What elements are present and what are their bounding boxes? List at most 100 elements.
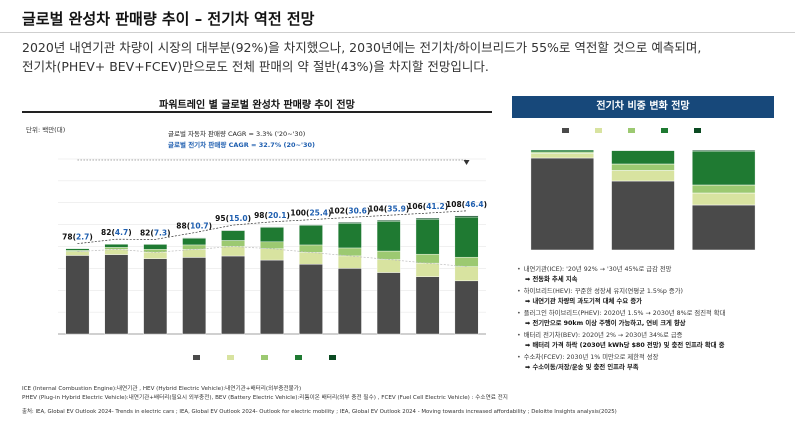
paren-open: ( [265, 211, 268, 220]
share-segment-bev [691, 150, 756, 186]
bullet-dot-icon: • [517, 332, 521, 339]
bar-segment-ice [65, 255, 90, 335]
ev-total-value: 41.2 [426, 202, 445, 211]
bar-segment-hev [299, 252, 323, 265]
ev-total-value: 10.7 [190, 222, 209, 231]
bullet-main: 배터리 전기차(BEV): 2020년 2% → 2030년 34%로 급증 [523, 332, 683, 339]
bar-segment-hev [415, 262, 440, 277]
bullet-main: 수소차(FCEV): 2030년 1% 미만으로 제한적 성장 [523, 354, 659, 361]
bar-segment-hev [376, 259, 401, 273]
left-panel-divider [22, 111, 492, 113]
total-value: 88 [176, 222, 186, 231]
bullet-text: • 수소차(FCEV): 2030년 1% 미만으로 제한적 성장 [517, 353, 782, 363]
paren-open: ( [111, 228, 114, 237]
paren-open: ( [150, 228, 153, 237]
bullet-takeaway: ➡ 배터리 가격 하락 (2030년 kWh당 $80 전망) 및 충전 인프라… [525, 342, 725, 349]
bar-segment-ice [143, 258, 168, 335]
bar-segment-phev [260, 241, 284, 249]
ev-share-chart [530, 128, 756, 251]
share-segment-phev [691, 184, 756, 194]
total-label: 102(30.6) [329, 206, 370, 215]
bar-segment-bev [143, 244, 168, 250]
bullet-text: • 배터리 전기차(BEV): 2020년 2% → 2030년 34%로 급증 [517, 331, 782, 341]
bullet-item: • 플러그인 하이브리드(PHEV): 2020년 1.5% → 2030년 8%… [517, 309, 782, 329]
footnote-line-1: ICE (Internal Combustion Engine):내연기관 , … [22, 386, 302, 392]
total-value: 82 [101, 228, 111, 237]
bar-segment-hev [221, 246, 245, 257]
bar-segment-fcev [337, 222, 362, 224]
total-value: 102 [329, 206, 345, 215]
title-divider [0, 32, 795, 33]
total-label: 106(41.2) [407, 202, 448, 211]
bullet-text: • 플러그인 하이브리드(PHEV): 2020년 1.5% → 2030년 8%… [517, 309, 782, 319]
ev-trend-line [77, 246, 467, 267]
ev-total-value: 2.7 [76, 233, 89, 242]
total-label: 104(35.9) [368, 204, 409, 213]
bar-segment-hev [337, 255, 362, 269]
bullet-dot-icon: • [517, 310, 521, 317]
bar-segment-phev [415, 253, 440, 264]
total-label: 98(20.1) [254, 211, 290, 220]
total-value: 106 [407, 202, 423, 211]
legend-swatch-phev [628, 128, 635, 133]
ev-total-value: 4.7 [115, 228, 128, 237]
bar-segment-hev [260, 248, 284, 261]
bar-segment-bev [221, 230, 245, 241]
bar-segment-bev [415, 218, 440, 255]
paren-open: ( [384, 204, 387, 213]
unit-label: 단위: 백만(대) [26, 125, 65, 134]
paren-close: ) [328, 209, 331, 218]
total-label: 95(15.0) [215, 214, 251, 223]
paren-open: ( [462, 200, 465, 209]
legend-swatch-bev [295, 355, 302, 360]
paren-close: ) [406, 204, 409, 213]
bar-segment-phev [337, 247, 362, 257]
paren-open: ( [187, 222, 190, 231]
arrow-down-icon [463, 160, 470, 165]
total-label: 82(4.7) [101, 228, 132, 237]
legend-swatch-phev [261, 355, 268, 360]
bullet-dot-icon: • [517, 354, 521, 361]
lead-text: 2020년 내연기관 차량이 시장의 대부분(92%)을 차지했으나, 2030… [22, 38, 792, 76]
legend-swatch-ice [562, 128, 569, 133]
bullet-takeaway: ➡ 수소이동/저장/운송 및 충전 인프라 부족 [525, 364, 639, 371]
total-value: 98 [254, 211, 264, 220]
legend-swatch-fcev [329, 355, 336, 360]
bar-segment-hev [143, 252, 168, 259]
right-panel-title: 전기차 비중 변화 전망 [512, 96, 774, 118]
share-segment-ice [611, 180, 675, 251]
bar-segment-bev [299, 225, 323, 246]
bar-segment-bev [454, 216, 479, 258]
paren-close: ) [484, 200, 487, 209]
bar-segment-ice [299, 264, 323, 335]
legend-swatch-fcev [694, 128, 701, 133]
page-title: 글로벌 완성차 판매량 추이 – 전기차 역전 전망 [22, 10, 315, 28]
bar-segment-ice [221, 255, 245, 335]
footnote-line-2: PHEV (Plug-in Hybrid Electric Vehicle):내… [22, 395, 508, 401]
cagr-total-label: 글로벌 자동차 판매량 CAGR = 3.3% ('20~'30) [168, 129, 305, 138]
total-value: 108 [446, 200, 462, 209]
ev-total-value: 7.3 [154, 228, 167, 237]
total-value: 100 [290, 209, 306, 218]
share-segment-bev [611, 150, 675, 165]
bar-segment-ice [454, 280, 479, 335]
bullet-dot-icon: • [517, 266, 521, 273]
ev-total-value: 20.1 [268, 211, 287, 220]
left-panel-title: 파워트레인 별 글로벌 완성차 판매량 추이 전망 [159, 100, 355, 111]
bar-segment-phev [143, 249, 168, 253]
share-segment-ice [691, 204, 756, 251]
paren-close: ) [286, 211, 289, 220]
bar-segment-fcev [299, 224, 323, 226]
bullet-takeaway: ➡ 전기만으로 90km 이상 주행이 가능하고, 연비 크게 향상 [525, 320, 686, 327]
bullet-takeaway: ➡ 전동화 추세 지속 [525, 276, 578, 283]
legend-swatch-hev [227, 355, 234, 360]
paren-close: ) [167, 228, 170, 237]
paren-close: ) [209, 222, 212, 231]
ev-total-value: 46.4 [465, 200, 484, 209]
bar-segment-hev [65, 251, 90, 256]
bar-segment-fcev [415, 217, 440, 220]
total-value: 95 [215, 214, 225, 223]
share-segment-hev [530, 153, 595, 159]
paren-close: ) [128, 228, 131, 237]
paren-open: ( [73, 233, 76, 242]
